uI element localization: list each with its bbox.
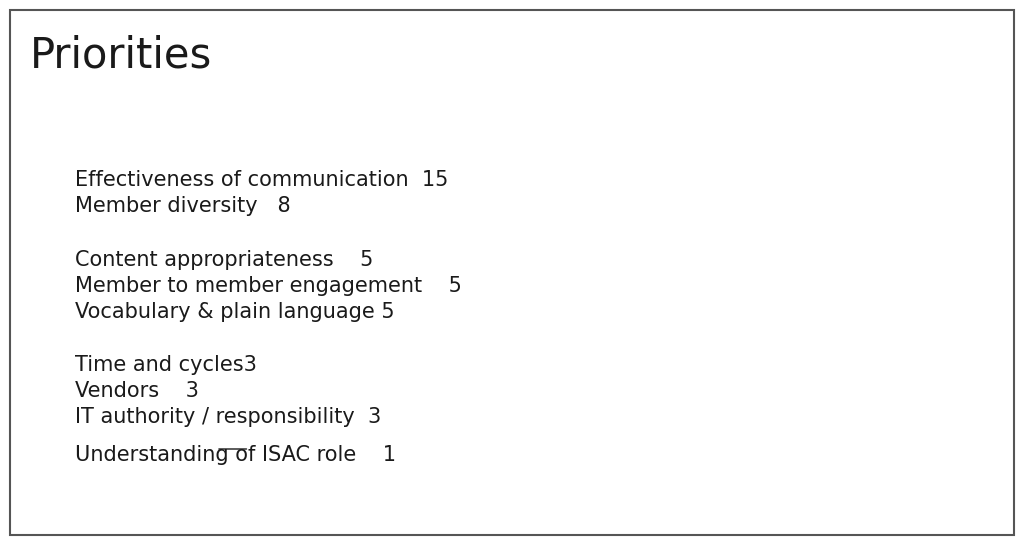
Text: Member diversity   8: Member diversity 8	[75, 196, 291, 216]
Text: Vendors    3: Vendors 3	[75, 381, 199, 401]
Text: Vocabulary & plain language 5: Vocabulary & plain language 5	[75, 302, 394, 322]
Text: Understanding of ISAC role    1: Understanding of ISAC role 1	[75, 445, 396, 465]
Text: IT authority / responsibility  3: IT authority / responsibility 3	[75, 407, 381, 427]
Text: Time and cycles3: Time and cycles3	[75, 355, 257, 375]
Text: Content appropriateness    5: Content appropriateness 5	[75, 250, 374, 270]
Text: Priorities: Priorities	[30, 35, 212, 77]
Text: Member to member engagement    5: Member to member engagement 5	[75, 276, 462, 296]
Text: Effectiveness of communication  15: Effectiveness of communication 15	[75, 170, 449, 190]
